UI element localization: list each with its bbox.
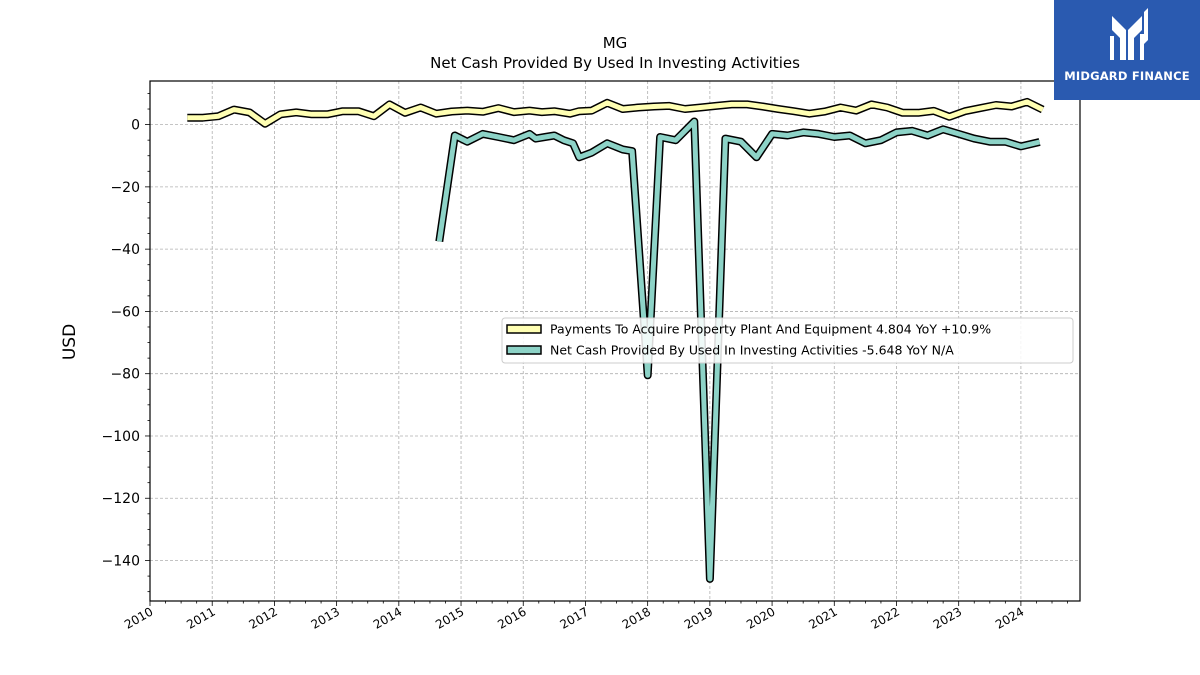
- y-tick-label: −120: [102, 491, 140, 507]
- x-tick-label: 2014: [371, 604, 404, 631]
- x-tick-label: 2018: [620, 604, 653, 631]
- x-tick-label: 2015: [433, 604, 466, 631]
- x-tick-label: 2011: [184, 604, 217, 631]
- y-tick-label: −80: [110, 367, 140, 383]
- y-tick-label: −60: [110, 304, 140, 320]
- x-tick-label: 2023: [931, 604, 964, 631]
- y-tick-label: −20: [110, 180, 140, 196]
- y-tick-label: −140: [102, 554, 140, 570]
- legend-box: [501, 317, 1074, 364]
- legend-swatch: [506, 345, 542, 355]
- y-tick-label: 0: [131, 118, 140, 134]
- x-tick-label: 2013: [309, 604, 342, 631]
- legend-swatch: [506, 324, 542, 334]
- midgard-finance-logo-icon: [1110, 8, 1148, 60]
- legend-label: Net Cash Provided By Used In Investing A…: [550, 343, 954, 358]
- legend-label: Payments To Acquire Property Plant And E…: [550, 322, 991, 337]
- plot-area-frame: [149, 80, 1081, 602]
- x-tick-label: 2022: [869, 604, 902, 631]
- y-tick-label: −100: [102, 429, 140, 445]
- y-tick-label: −40: [110, 242, 140, 258]
- x-tick-label: 2016: [495, 604, 528, 631]
- series-line: [187, 99, 1044, 127]
- legend: Payments To Acquire Property Plant And E…: [501, 317, 1074, 364]
- x-tick-label: 2017: [557, 604, 590, 631]
- x-tick-label: 2010: [122, 604, 155, 631]
- x-tick-label: 2024: [993, 604, 1026, 631]
- series-line: [436, 119, 1041, 582]
- y-axis-label: USD: [60, 324, 80, 360]
- x-tick-label: 2020: [744, 604, 777, 631]
- x-tick-label: 2012: [246, 604, 279, 631]
- brand-logo: MIDGARD FINANCE: [1054, 0, 1200, 100]
- series-layer: [187, 97, 1045, 583]
- brand-name: MIDGARD FINANCE: [1064, 69, 1190, 83]
- chart-subtitle: Net Cash Provided By Used In Investing A…: [430, 54, 800, 72]
- chart-title: MG: [603, 34, 628, 52]
- x-tick-label: 2021: [806, 604, 839, 631]
- x-tick-label: 2019: [682, 604, 715, 631]
